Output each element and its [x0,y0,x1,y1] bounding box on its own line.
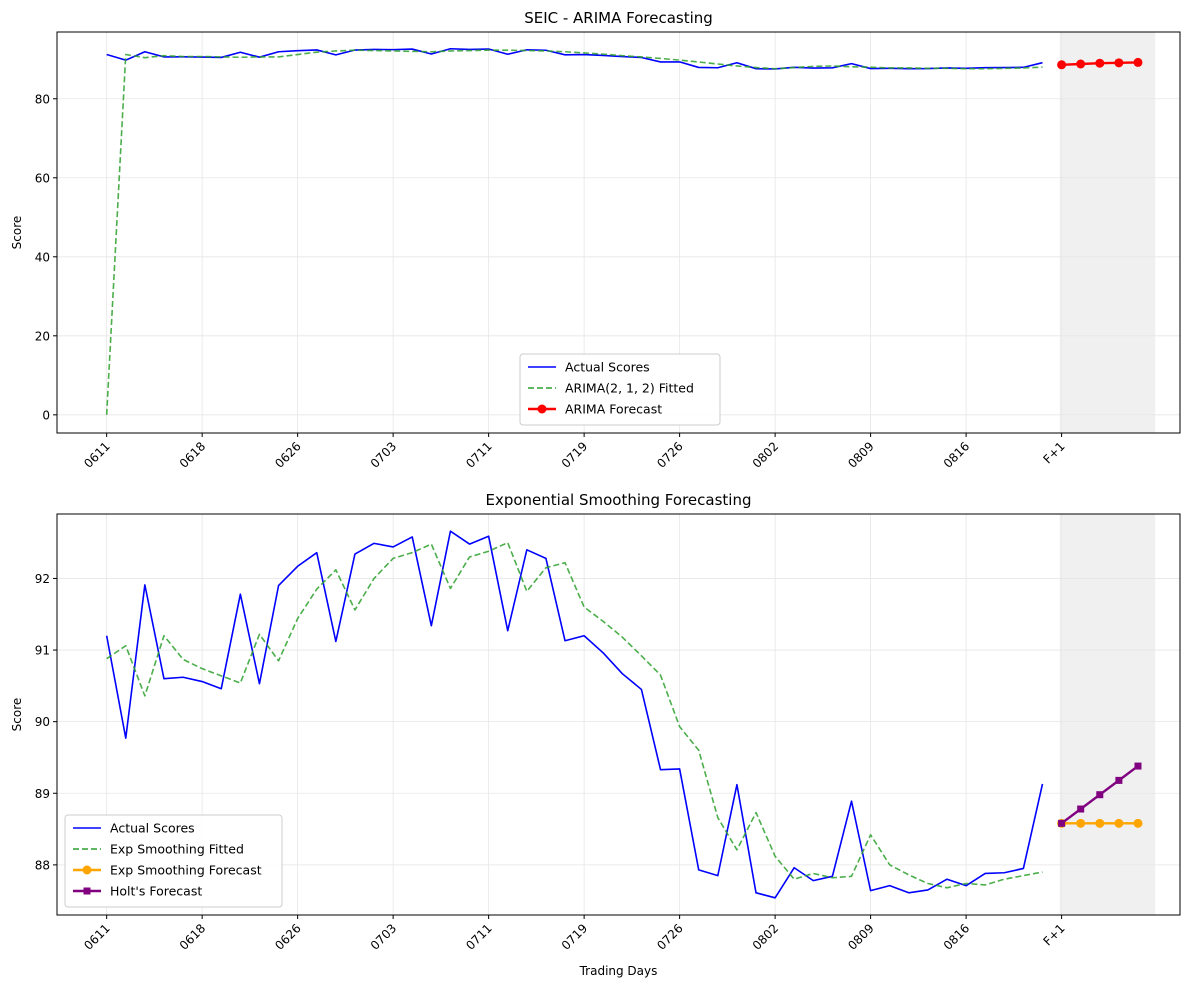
x-tick-label: 0618 [177,921,208,952]
legend-label: Exp Smoothing Forecast [110,863,262,878]
chart-title: Exponential Smoothing Forecasting [486,491,752,509]
data-point [1095,58,1105,68]
x-tick-label: 0703 [368,921,399,952]
forecast-region [1059,514,1156,915]
y-tick-label: 80 [35,92,50,106]
y-tick-label: 60 [35,171,50,185]
data-point [1095,818,1105,828]
x-tick-label: 0611 [81,439,112,470]
legend-label: Exp Smoothing Fitted [110,842,244,857]
axes-frame [56,31,1181,434]
x-tick-label: 0711 [463,921,494,952]
data-point [1096,791,1104,799]
series-line-fitted-1 [106,541,1043,889]
legend-marker [83,887,91,895]
data-point [1057,60,1067,70]
data-point [1114,58,1124,68]
x-tick-label: F+1 [1040,439,1067,466]
x-tick-label: 0626 [272,439,303,470]
legend-label: ARIMA(2, 1, 2) Fitted [565,381,694,396]
y-tick-label: 20 [35,329,50,343]
data-point [1076,818,1086,828]
data-point [1115,776,1123,784]
x-tick-label: 0626 [272,921,303,952]
data-point [1133,818,1143,828]
x-tick-label: 0816 [941,921,972,952]
x-tick-label: 0618 [177,439,208,470]
x-tick-label: 0726 [654,921,685,952]
x-tick-label: 0726 [654,439,685,470]
x-tick-label: 0809 [845,921,876,952]
x-tick-label: 0802 [750,921,781,952]
legend-box [64,814,283,908]
data-point [1133,57,1143,67]
chart-title: SEIC - ARIMA Forecasting [524,9,713,27]
y-tick-label: 0 [42,408,50,422]
series-line-actual-0 [105,530,1044,899]
x-axis-label: Trading Days [579,964,658,978]
y-tick-label: 89 [35,787,50,801]
legend-label: ARIMA Forecast [565,402,662,417]
x-tick-label: 0611 [81,921,112,952]
x-tick-label: 0719 [559,439,590,470]
x-tick-label: 0703 [368,439,399,470]
x-tick-label: 0711 [463,439,494,470]
series-line-fitted-1 [105,49,1043,415]
y-tick-label: 88 [35,858,50,872]
data-point [1134,762,1142,770]
y-tick-label: 92 [35,572,50,586]
exp-smoothing-chart-panel: 88 89 90 91 92 0611 0618 0626 0703 0711 0719 0726 08… [10,491,1181,978]
y-tick-label: 40 [35,250,50,264]
forecast-region [1059,32,1156,433]
x-tick-label: F+1 [1040,921,1067,948]
arima-chart-panel: 0 20 40 60 80 0611 0618 0626 0703 0711 0719 0726 080… [10,9,1181,471]
x-tick-label: 0719 [559,921,590,952]
legend-marker [537,404,547,414]
x-tick-label: 0816 [941,439,972,470]
legend-label: Actual Scores [565,360,650,375]
legend-label: Actual Scores [110,821,195,836]
axes-frame [56,513,1181,916]
y-axis-label: Score [10,698,24,732]
data-point [1114,818,1124,828]
legend-marker [82,865,92,875]
legend: Actual Scores ARIMA(2, 1, 2) Fitted ARIMA … [519,353,721,426]
y-tick-label: 90 [35,715,50,729]
data-point [1058,819,1066,827]
legend: Actual Scores Exp Smoothing Fitted Exp Smo… [64,814,283,908]
data-point [1076,59,1086,69]
y-tick-label: 91 [35,644,50,658]
x-tick-label: 0802 [750,439,781,470]
data-point [1077,805,1085,813]
legend-label: Holt's Forecast [110,884,202,899]
legend-box [519,353,721,426]
x-tick-label: 0809 [845,439,876,470]
y-axis-label: Score [10,216,24,250]
